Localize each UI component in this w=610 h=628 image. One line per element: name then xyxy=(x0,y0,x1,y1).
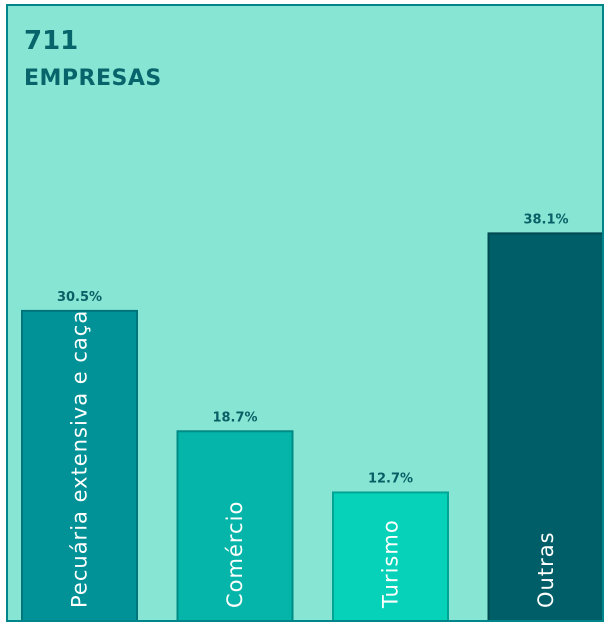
category-label-pecuaria-extensiva-e-caca: Pecuária extensiva e caça xyxy=(68,310,92,608)
value-label-turismo: 12.7% xyxy=(368,471,413,486)
category-label-turismo: Turismo xyxy=(379,519,403,609)
value-label-pecuaria-extensiva-e-caca: 30.5% xyxy=(57,290,102,305)
category-label-outras: Outras xyxy=(534,531,558,608)
chart-panel: 711 EMPRESAS 30.5% Pecuária extensiva e c… xyxy=(6,4,604,622)
bar-turismo xyxy=(332,491,449,620)
bar-comercio xyxy=(176,430,294,620)
company-count: 711 xyxy=(24,26,79,56)
company-count-unit: EMPRESAS xyxy=(24,66,162,91)
bar-pecuaria-extensiva-e-caca xyxy=(21,309,138,620)
bar-outras xyxy=(487,232,602,620)
value-label-comercio: 18.7% xyxy=(212,410,257,425)
bar-chart: 30.5% Pecuária extensiva e caça 18.7% Comér… xyxy=(21,212,602,620)
value-label-outras: 38.1% xyxy=(523,212,568,227)
category-label-comercio: Comércio xyxy=(223,501,247,608)
